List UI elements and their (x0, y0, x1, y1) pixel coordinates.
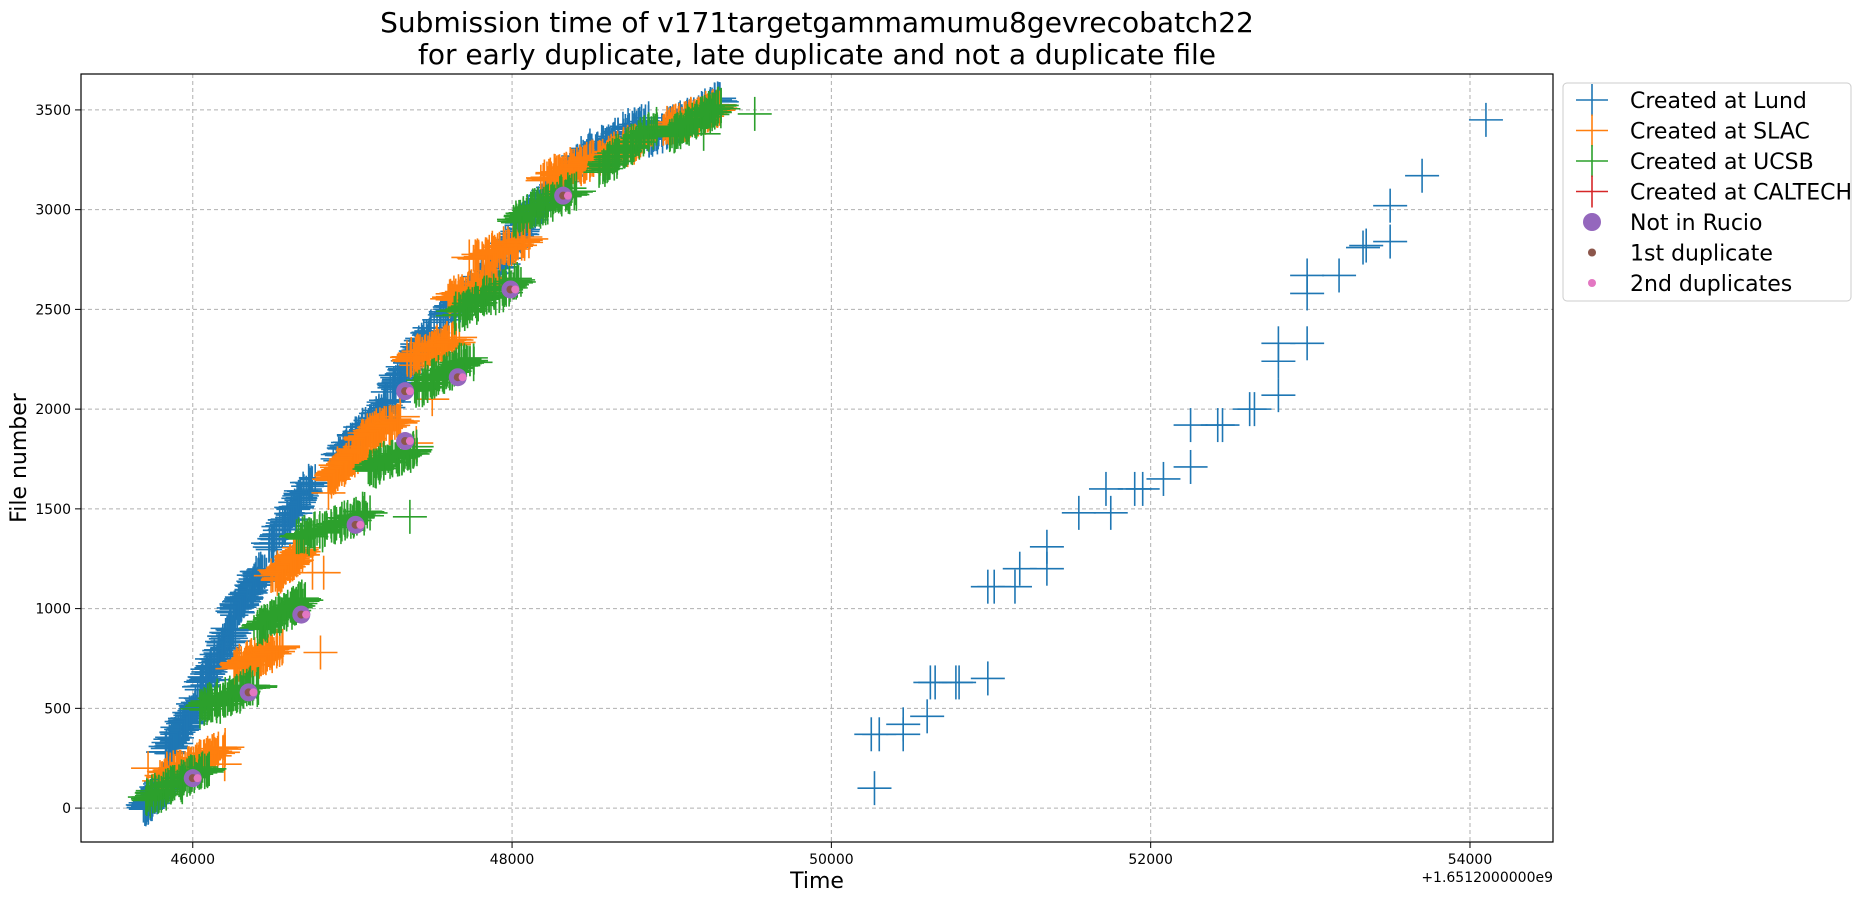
legend-label: Created at UCSB (1630, 150, 1814, 175)
created-at-lund-point (910, 699, 945, 734)
2nd-duplicates-point (458, 373, 467, 382)
created-at-lund-point (942, 665, 977, 700)
y-tick-label: 3500 (35, 103, 71, 119)
created-at-lund-point (1405, 158, 1440, 193)
created-at-lund-point (1468, 102, 1503, 137)
legend-label: Created at Lund (1630, 89, 1807, 114)
y-tick-label: 0 (62, 801, 71, 817)
y-axis-title: File number (7, 392, 32, 523)
x-tick-label: 48000 (490, 852, 535, 868)
created-at-lund-point (997, 569, 1032, 604)
created-at-lund-point (970, 661, 1005, 696)
created-at-slac-point (263, 636, 290, 663)
created-at-lund-point (1349, 228, 1384, 263)
2nd-duplicates-point (193, 774, 202, 783)
x-tick-label: 54000 (1448, 852, 1493, 868)
data-layer (125, 81, 1503, 827)
legend-marker (1588, 248, 1596, 257)
created-at-lund-point (1261, 378, 1296, 413)
created-at-lund-point (194, 659, 221, 686)
created-at-lund-point (1093, 495, 1128, 530)
created-at-lund-point (1373, 224, 1408, 259)
chart-title-line2: for early duplicate, late duplicate and … (418, 38, 1216, 71)
x-axis-title: Time (789, 869, 844, 894)
created-at-lund-point (857, 771, 892, 806)
created-at-lund-point (1237, 392, 1272, 427)
created-at-lund-point (207, 617, 244, 655)
created-at-lund-point (1146, 461, 1181, 496)
created-at-lund-point (1290, 326, 1325, 361)
2nd-duplicates-point (563, 191, 572, 200)
created-at-lund-point (886, 707, 921, 742)
legend-label: Created at SLAC (1630, 120, 1810, 145)
created-at-lund-point (1125, 471, 1160, 506)
legend-marker (1583, 213, 1601, 231)
legend-label: Created at CALTECH (1630, 181, 1852, 206)
legend-label: 2nd duplicates (1630, 272, 1792, 297)
created-at-lund-point (1346, 230, 1381, 265)
created-at-lund-point (1290, 258, 1325, 293)
created-at-lund-point (1261, 326, 1296, 361)
created-at-lund-point (1205, 408, 1240, 443)
created-at-lund-point (1373, 188, 1408, 223)
y-tick-label: 1500 (35, 502, 71, 518)
chart-title-line1: Submission time of v171targetgammamumu8g… (380, 6, 1254, 39)
2nd-duplicates-point (356, 520, 365, 529)
x-tick-label: 50000 (809, 852, 854, 868)
x-tick-label: 52000 (1128, 852, 1173, 868)
created-at-lund-point (1322, 258, 1357, 293)
2nd-duplicates-point (249, 688, 258, 697)
y-tick-label: 2000 (35, 402, 71, 418)
legend: Created at Lund Created at SLAC Created at… (1562, 82, 1852, 302)
created-at-lund-point (1173, 449, 1208, 484)
x-axis-offset-label: +1.6512000000e9 (1421, 870, 1553, 886)
grid (81, 74, 1553, 842)
y-tick-label: 500 (44, 701, 71, 717)
created-at-lund-point (289, 463, 328, 502)
y-tick-label: 1000 (35, 602, 71, 618)
y-tick-label: 3000 (35, 203, 71, 219)
2nd-duplicates-point (302, 610, 311, 619)
2nd-duplicates-point (511, 285, 520, 294)
legend-label: Not in Rucio (1630, 211, 1763, 236)
2nd-duplicates-point (405, 387, 414, 396)
created-at-lund-point (1088, 471, 1123, 506)
plot-area (81, 74, 1553, 842)
legend-label: 1st duplicate (1630, 242, 1773, 267)
x-tick-label: 46000 (170, 852, 215, 868)
created-at-lund-point (1029, 529, 1064, 564)
2nd-duplicates-point (405, 437, 414, 446)
created-at-lund-point (1061, 495, 1096, 530)
legend-marker (1588, 279, 1596, 287)
y-tick-label: 2500 (35, 302, 71, 318)
